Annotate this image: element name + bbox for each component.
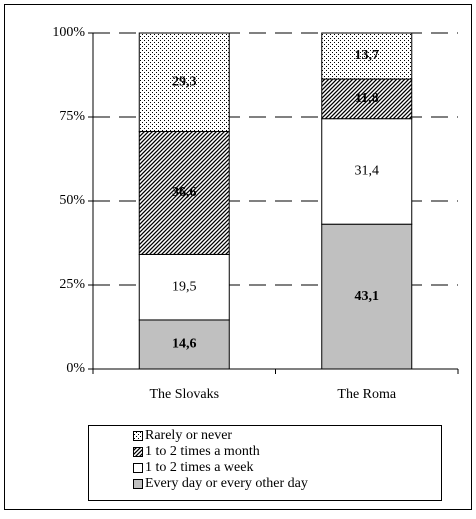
y-tick-label: 75% <box>59 109 85 124</box>
bar-segment <box>321 32 413 80</box>
value-label: 11,8 <box>355 91 379 106</box>
legend-label: 1 to 2 times a month <box>145 444 260 459</box>
y-tick-label: 100% <box>52 25 85 40</box>
x-tick-label: The Slovaks <box>149 387 219 402</box>
legend-box <box>88 425 442 501</box>
value-label: 29,3 <box>172 74 197 89</box>
bar-segment <box>321 118 413 225</box>
legend-swatch <box>133 479 143 489</box>
legend-swatch <box>133 431 143 441</box>
legend-label: Every day or every other day <box>145 476 308 491</box>
value-label: 43,1 <box>355 289 380 304</box>
value-label: 19,5 <box>172 279 197 294</box>
legend-label: 1 to 2 times a week <box>145 460 253 475</box>
value-label: 13,7 <box>355 48 380 63</box>
y-tick-label: 50% <box>59 193 85 208</box>
x-tick-label: The Roma <box>337 387 396 402</box>
legend-swatch <box>133 463 143 473</box>
bar-segment <box>138 32 230 132</box>
legend-label: Rarely or never <box>145 428 232 443</box>
value-label: 31,4 <box>355 164 380 179</box>
y-tick-label: 25% <box>59 277 85 292</box>
value-label: 14,6 <box>172 337 197 352</box>
value-label: 36,6 <box>172 185 197 200</box>
legend-swatch <box>133 447 143 457</box>
bar-segment <box>321 78 413 120</box>
y-tick-label: 0% <box>66 361 85 376</box>
